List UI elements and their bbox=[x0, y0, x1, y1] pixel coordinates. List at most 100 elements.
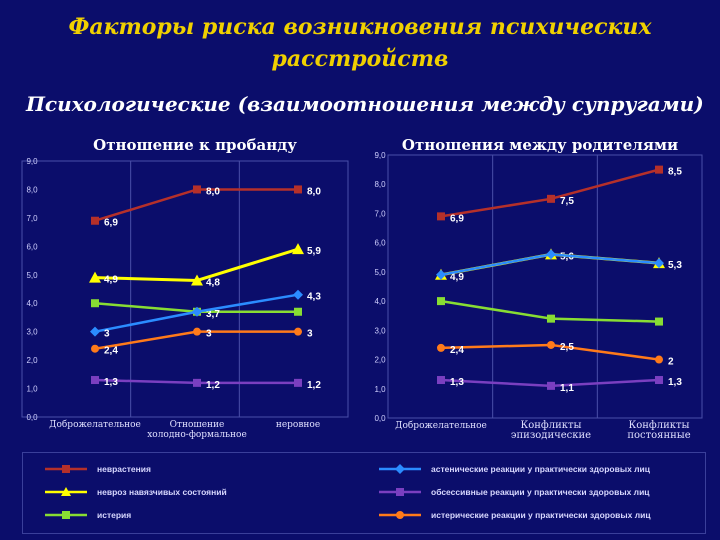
x-category-label: Конфликты эпизодические bbox=[511, 420, 591, 441]
y-tick-label: 4,0 bbox=[374, 297, 386, 306]
data-point bbox=[89, 271, 101, 283]
y-tick-label: 7,0 bbox=[374, 209, 386, 218]
legend-label: обсессивные реакции у практически здоров… bbox=[431, 487, 650, 497]
y-tick-label: 9,0 bbox=[374, 151, 386, 160]
plot-area bbox=[387, 154, 703, 419]
data-label: 3,7 bbox=[206, 309, 220, 320]
legend-label: астенические реакции у практически здоро… bbox=[431, 464, 651, 474]
data-point bbox=[192, 306, 202, 317]
data-label: 4,8 bbox=[206, 277, 220, 288]
data-point bbox=[437, 212, 445, 221]
data-point bbox=[436, 269, 446, 280]
legend-label: истерия bbox=[97, 510, 132, 520]
data-label: 1,3 bbox=[104, 377, 118, 388]
data-point bbox=[292, 243, 304, 255]
y-tick-label: 6,0 bbox=[26, 242, 38, 251]
data-label: 1,3 bbox=[668, 377, 682, 388]
legend-swatch-marker bbox=[396, 488, 404, 496]
legend-swatch-marker bbox=[61, 487, 71, 496]
chart-1-title: Отношение к пробанду bbox=[93, 136, 297, 154]
data-label: 5,9 bbox=[307, 246, 321, 257]
y-tick-label: 1,0 bbox=[26, 385, 38, 394]
legend-label: невроз навязчивых состояний bbox=[97, 487, 227, 497]
data-point bbox=[294, 378, 302, 387]
y-tick-label: 2,0 bbox=[374, 356, 386, 365]
y-tick-label: 8,0 bbox=[26, 185, 38, 194]
legend-swatch-marker bbox=[62, 465, 70, 473]
data-point bbox=[655, 376, 663, 385]
data-label: 1,3 bbox=[450, 377, 464, 388]
data-point bbox=[293, 289, 303, 300]
data-point bbox=[547, 381, 555, 390]
page-title-line-1: Факторы риска возникновения психических bbox=[68, 14, 652, 40]
legend-swatch bbox=[379, 511, 421, 519]
chart-1: 0,0 1,0 2,0 3,0 4,0 5,0 6,0 7,0 8,0 9,0 Доброжелат… bbox=[21, 157, 349, 440]
y-tick-label: 1,0 bbox=[374, 385, 386, 394]
legend-swatch-marker bbox=[395, 464, 405, 474]
charts-canvas: 0,0 1,0 2,0 3,0 4,0 5,0 6,0 7,0 8,0 9,0 Доброжелат… bbox=[21, 151, 703, 441]
y-tick-label: 5,0 bbox=[26, 271, 38, 280]
plot-area bbox=[21, 160, 349, 418]
data-label: 4,9 bbox=[104, 275, 118, 286]
series-line-1 bbox=[94, 188, 298, 222]
legend-label: неврастения bbox=[97, 464, 151, 474]
chart-legend: неврастения невроз навязчивых состояний ис… bbox=[22, 452, 706, 534]
data-point bbox=[655, 317, 663, 326]
data-label: 4,3 bbox=[307, 292, 321, 303]
data-point bbox=[91, 344, 99, 353]
x-category-label: неровное bbox=[276, 420, 320, 430]
data-label: 6,9 bbox=[450, 213, 464, 224]
data-point bbox=[193, 378, 201, 387]
data-point bbox=[191, 274, 203, 286]
data-label: 8,5 bbox=[668, 167, 682, 178]
y-tick-label: 0,0 bbox=[26, 413, 38, 422]
data-label: 2,4 bbox=[104, 346, 118, 357]
data-point bbox=[437, 376, 445, 385]
y-tick-label: 7,0 bbox=[26, 214, 38, 223]
data-point bbox=[437, 297, 445, 306]
data-point bbox=[655, 165, 663, 174]
data-point bbox=[91, 376, 99, 385]
legend-swatch bbox=[379, 464, 421, 474]
y-tick-label: 9,0 bbox=[26, 157, 38, 166]
page-title-line-2: расстройств bbox=[271, 46, 449, 72]
data-label: 5,3 bbox=[668, 260, 682, 271]
data-point bbox=[294, 185, 302, 194]
data-point bbox=[437, 343, 445, 352]
data-point bbox=[654, 258, 664, 269]
series-line-1 bbox=[440, 168, 660, 218]
chart-2: 0,0 1,0 2,0 3,0 4,0 5,0 6,0 7,0 8,0 9,0 Доброжелат… bbox=[374, 151, 703, 441]
data-label: 3 bbox=[206, 329, 212, 340]
x-category-label: Отношение холодно-формальное bbox=[147, 420, 247, 440]
data-label: 7,5 bbox=[560, 196, 574, 207]
x-category-label: Доброжелательное bbox=[49, 419, 141, 430]
data-label: 8,0 bbox=[206, 186, 220, 197]
data-label: 2,5 bbox=[560, 342, 574, 353]
y-tick-label: 0,0 bbox=[374, 414, 386, 423]
data-point bbox=[193, 327, 201, 336]
data-point bbox=[90, 326, 100, 337]
y-tick-label: 6,0 bbox=[374, 239, 386, 248]
chart-2-title: Отношения между родителями bbox=[401, 136, 679, 154]
data-point bbox=[546, 249, 556, 260]
data-point bbox=[294, 307, 302, 316]
data-label: 4,9 bbox=[450, 272, 464, 283]
data-point bbox=[193, 185, 201, 194]
data-label: 1,2 bbox=[307, 380, 321, 391]
data-point bbox=[294, 327, 302, 336]
data-label: 3 bbox=[307, 329, 313, 340]
x-category-label: Доброжелательное bbox=[395, 420, 487, 431]
data-point bbox=[655, 355, 663, 364]
legend-swatch-marker bbox=[396, 511, 404, 519]
data-point bbox=[547, 314, 555, 323]
data-point bbox=[91, 299, 99, 308]
page-subtitle: Психологические (взаимоотношения между с… bbox=[26, 92, 704, 116]
data-label: 2 bbox=[668, 357, 674, 368]
y-tick-label: 3,0 bbox=[26, 328, 38, 337]
legend-swatch bbox=[45, 465, 87, 473]
legend-swatch bbox=[45, 487, 87, 496]
legend-swatch-marker bbox=[62, 511, 70, 519]
data-label: 6,9 bbox=[104, 218, 118, 229]
x-category-label: Конфликты постоянные bbox=[627, 420, 690, 441]
legend-swatch bbox=[45, 511, 87, 519]
